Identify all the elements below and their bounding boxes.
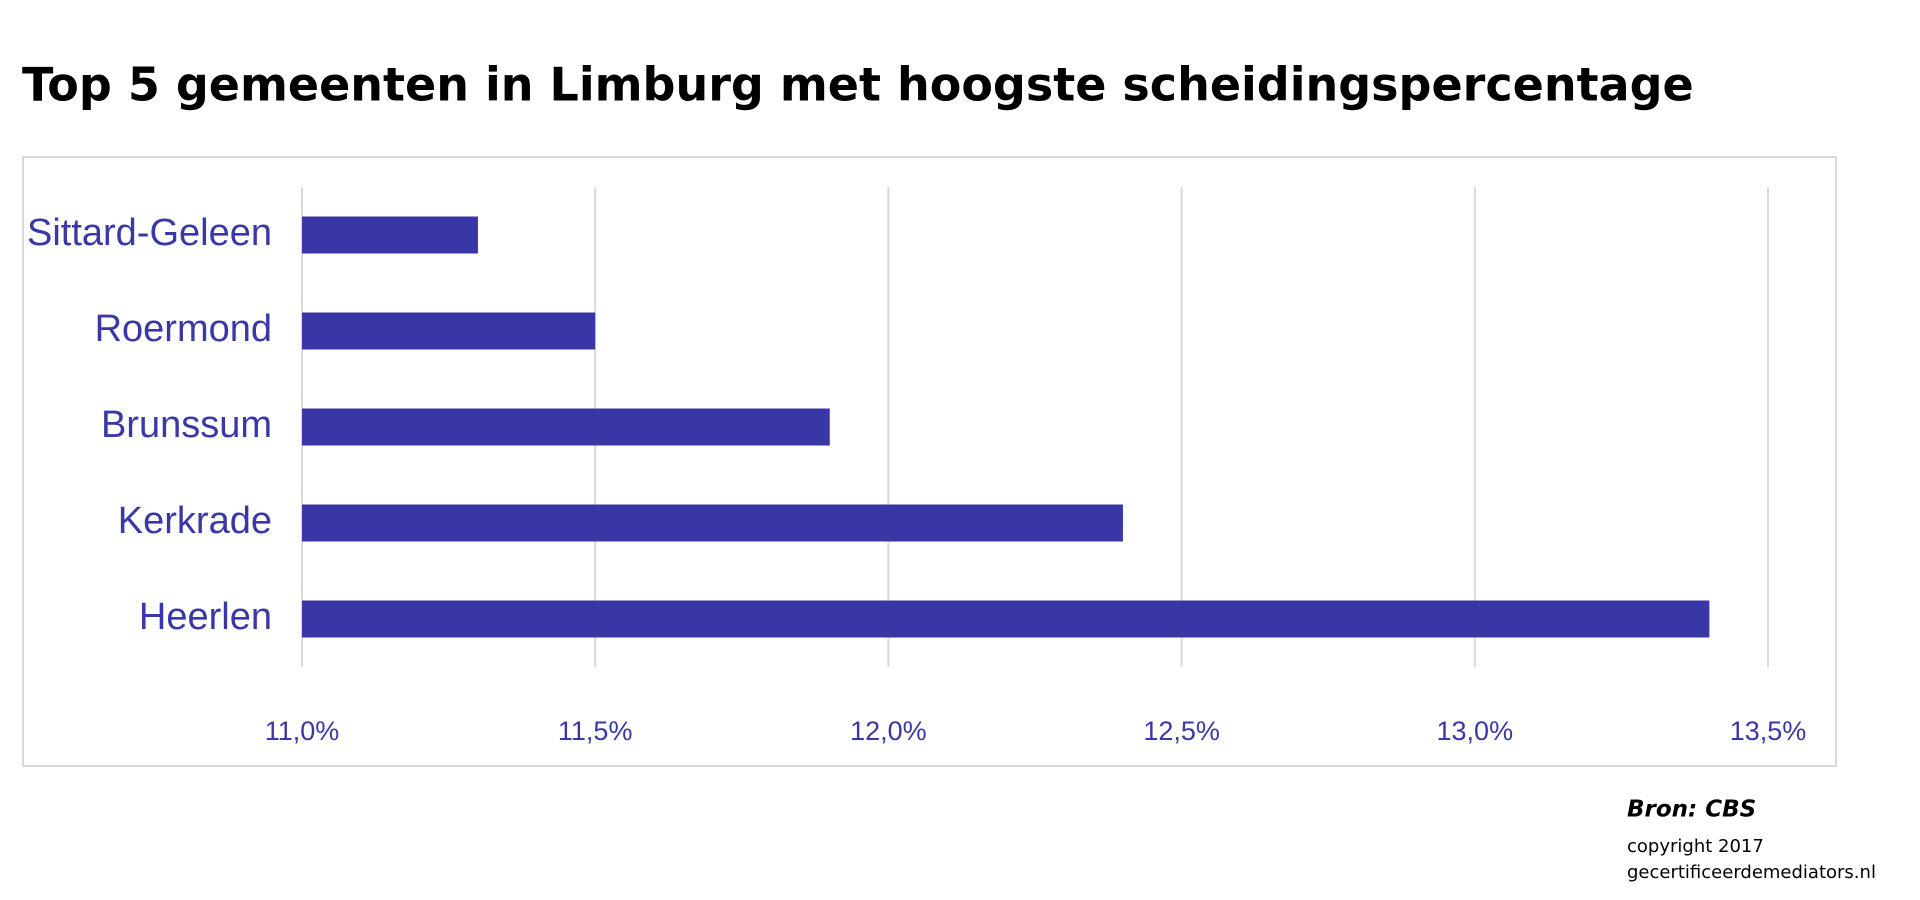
y-tick-label: Brunssum [101,404,272,446]
bar [302,408,830,446]
y-tick-label: Roermond [95,308,272,350]
bar [302,504,1123,542]
copyright: gecertificeerdemediators.nl [1627,862,1876,883]
x-tick-label: 11,0% [265,716,340,746]
bar [302,216,478,254]
x-tick-label: 13,0% [1437,716,1514,746]
y-tick-label: Kerkrade [118,500,272,542]
bar [302,600,1710,638]
bar [302,312,596,350]
copyright: copyright 2017 [1627,836,1764,857]
x-tick-label: 12,5% [1143,716,1220,746]
x-tick-label: 12,0% [850,716,927,746]
x-tick-label: 11,5% [558,716,633,746]
chart-title: Top 5 gemeenten in Limburg met hoogste s… [22,58,1694,112]
x-tick-label: 13,5% [1730,716,1807,746]
source: Bron: CBS [1627,797,1756,823]
y-tick-label: Heerlen [139,596,272,638]
y-tick-label: Sittard-Geleen [27,212,272,254]
chart-frame [22,156,1837,767]
